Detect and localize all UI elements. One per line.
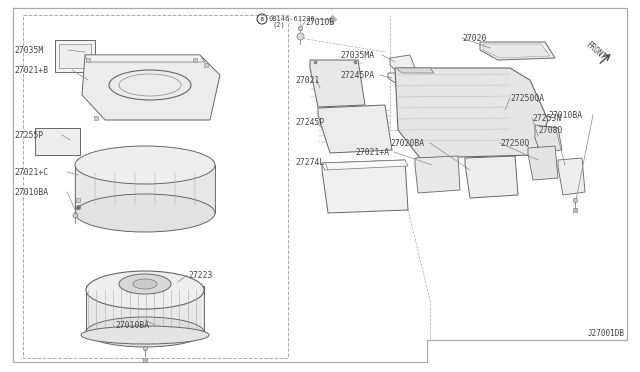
Text: 27021+B: 27021+B — [14, 65, 48, 74]
Ellipse shape — [81, 326, 209, 344]
Polygon shape — [318, 105, 392, 153]
Text: 27080: 27080 — [538, 125, 563, 135]
Text: B: B — [260, 16, 264, 22]
Polygon shape — [310, 60, 365, 107]
Text: J27001DB: J27001DB — [588, 329, 625, 338]
Polygon shape — [388, 73, 462, 85]
Text: (2): (2) — [273, 22, 285, 28]
Polygon shape — [322, 160, 408, 170]
Polygon shape — [395, 68, 548, 158]
Polygon shape — [465, 156, 518, 198]
Text: 27010BA: 27010BA — [115, 321, 149, 330]
Polygon shape — [75, 165, 215, 213]
Text: 27010BA: 27010BA — [548, 110, 582, 119]
Text: 27245PA: 27245PA — [340, 71, 374, 80]
Polygon shape — [82, 55, 220, 120]
Polygon shape — [558, 158, 585, 195]
Text: 27021: 27021 — [295, 76, 319, 84]
Text: 27250Q: 27250Q — [500, 138, 529, 148]
Text: 27035M: 27035M — [14, 45, 44, 55]
Text: 27245P: 27245P — [295, 118, 324, 126]
Ellipse shape — [75, 146, 215, 184]
Text: 27250QA: 27250QA — [510, 93, 544, 103]
Text: 27253N: 27253N — [532, 113, 561, 122]
Ellipse shape — [86, 317, 204, 347]
Text: 27255P: 27255P — [14, 131, 44, 140]
Polygon shape — [55, 40, 95, 72]
Polygon shape — [390, 55, 415, 70]
Text: 27010B: 27010B — [305, 17, 334, 26]
Polygon shape — [322, 160, 408, 213]
Polygon shape — [415, 156, 460, 193]
Ellipse shape — [133, 279, 157, 289]
Text: 27035MA: 27035MA — [340, 51, 374, 60]
Polygon shape — [59, 44, 91, 68]
Polygon shape — [398, 68, 434, 73]
Text: 27010BA: 27010BA — [14, 187, 48, 196]
Text: 27020BA: 27020BA — [390, 138, 424, 148]
Text: FRONT: FRONT — [584, 40, 607, 62]
Polygon shape — [86, 286, 204, 332]
Ellipse shape — [75, 194, 215, 232]
Text: 27020: 27020 — [462, 33, 486, 42]
Text: 08146-61226: 08146-61226 — [269, 16, 316, 22]
Text: 27223: 27223 — [188, 270, 212, 279]
Text: 27021+A: 27021+A — [355, 148, 389, 157]
Polygon shape — [480, 42, 555, 60]
Polygon shape — [35, 128, 80, 155]
Polygon shape — [528, 146, 558, 180]
Polygon shape — [535, 125, 562, 152]
Ellipse shape — [119, 274, 171, 294]
Text: 27021+C: 27021+C — [14, 167, 48, 176]
Text: 27274L: 27274L — [295, 157, 324, 167]
Polygon shape — [483, 44, 550, 58]
Polygon shape — [85, 55, 205, 62]
Ellipse shape — [86, 271, 204, 309]
